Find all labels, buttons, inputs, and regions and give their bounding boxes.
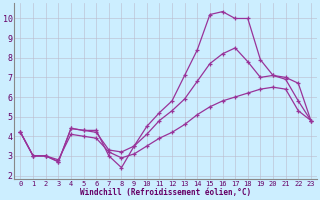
X-axis label: Windchill (Refroidissement éolien,°C): Windchill (Refroidissement éolien,°C) [80,188,251,197]
